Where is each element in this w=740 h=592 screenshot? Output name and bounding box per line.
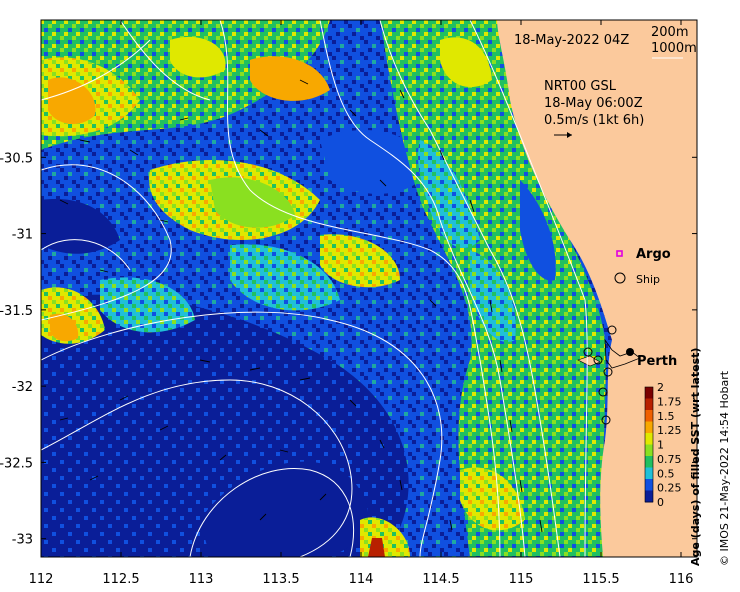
y-tick-label: -30.5 bbox=[0, 151, 33, 166]
contour-lines bbox=[41, 20, 588, 557]
central-yellow-patch bbox=[320, 234, 400, 288]
current-model-label: NRT00 GSL bbox=[544, 79, 617, 94]
depth-label-1000: 1000m bbox=[651, 41, 697, 56]
colorbar-title: Age (days) of filled SST (wrt latest) bbox=[689, 348, 702, 566]
central-cyan-patch bbox=[230, 244, 340, 311]
orange-patch-3 bbox=[50, 313, 79, 342]
y-tick-label: -32.5 bbox=[0, 456, 33, 471]
colorbar-tick-label: 0 bbox=[657, 496, 664, 509]
colorbar-tick-label: 1.5 bbox=[657, 410, 675, 423]
y-tick-label: -31 bbox=[12, 228, 33, 243]
y-tick-label: -31.5 bbox=[0, 304, 33, 319]
colorbar-tick-label: 1.75 bbox=[657, 395, 682, 408]
north-yellow-patch-2 bbox=[440, 37, 492, 88]
colorbar-tick-label: 0.5 bbox=[657, 467, 675, 480]
colorbar-segment bbox=[645, 490, 653, 503]
x-tick-label: 115 bbox=[509, 572, 534, 587]
x-tick-label: 112 bbox=[29, 572, 54, 587]
map-date-title: 18-May-2022 04Z bbox=[514, 33, 629, 48]
y-axis: -30.5 -31 -31.5 -32 -32.5 -33 bbox=[0, 151, 697, 548]
x-tick-label: 113 bbox=[189, 572, 214, 587]
colorbar: 21.75 1.51.25 10.750.5 0.250 bbox=[644, 381, 682, 509]
current-vectors bbox=[59, 79, 543, 533]
ship-track bbox=[583, 325, 617, 425]
colorbar-segment bbox=[645, 456, 653, 468]
x-axis: 112 112.5 113 113.5 114 114.5 115 115.5 116 bbox=[29, 20, 694, 587]
x-tick-label: 116 bbox=[669, 572, 694, 587]
ship-marker-icon bbox=[614, 272, 626, 284]
colorbar-segment bbox=[645, 410, 653, 422]
colorbar-segment bbox=[645, 398, 653, 411]
colorbar-segment bbox=[645, 479, 653, 491]
y-tick-label: -33 bbox=[12, 533, 33, 548]
argo-marker-icon bbox=[616, 250, 623, 257]
colorbar-tick-label: 0.75 bbox=[657, 453, 682, 466]
x-tick-label: 112.5 bbox=[102, 572, 139, 587]
nearshore-cyan-1 bbox=[418, 140, 480, 249]
ship-legend-label: Ship bbox=[636, 273, 660, 286]
west-deep-patch bbox=[41, 199, 120, 254]
imos-credit: © IMOS 21-May-2022 14:54 Hobart bbox=[718, 370, 731, 566]
mid-lime-patch bbox=[210, 177, 295, 228]
colorbar-frame bbox=[644, 386, 654, 503]
colorbar-tick-label: 1 bbox=[657, 439, 664, 452]
mid-blue-patch bbox=[320, 130, 430, 194]
colorbar-segment bbox=[645, 444, 653, 457]
argo-legend-label: Argo bbox=[636, 247, 671, 262]
colorbar-segment bbox=[645, 433, 653, 445]
perth-label: Perth bbox=[637, 354, 677, 369]
rottnest-island bbox=[577, 355, 601, 367]
x-tick-label: 113.5 bbox=[262, 572, 299, 587]
orange-patch-2 bbox=[250, 56, 330, 101]
eddy-core bbox=[200, 461, 369, 557]
nearshore-blue-patch bbox=[520, 180, 556, 281]
x-tick-label: 114.5 bbox=[422, 572, 459, 587]
colorbar-tick-label: 0.25 bbox=[657, 482, 682, 495]
current-scale-label: 0.5m/s (1kt 6h) bbox=[544, 113, 644, 128]
swan-river-outline bbox=[604, 338, 641, 369]
colorbar-tick-label: 1.25 bbox=[657, 424, 682, 437]
south-yellow-patch bbox=[460, 467, 525, 531]
colorbar-segment bbox=[645, 387, 653, 399]
depth-label-200: 200m bbox=[651, 25, 688, 40]
current-time-label: 18-May 06:00Z bbox=[544, 96, 643, 111]
scale-arrow-icon bbox=[554, 132, 572, 138]
orange-patch-1 bbox=[48, 77, 96, 125]
x-tick-label: 114 bbox=[349, 572, 374, 587]
colorbar-tick-label: 2 bbox=[657, 381, 664, 394]
west-cyan-patch bbox=[100, 277, 195, 333]
x-tick-label: 115.5 bbox=[582, 572, 619, 587]
colorbar-segment bbox=[645, 467, 653, 480]
plot-frame bbox=[40, 19, 698, 558]
colorbar-segment bbox=[645, 421, 653, 434]
yellow-patch-1 bbox=[170, 36, 226, 78]
y-tick-label: -32 bbox=[12, 380, 33, 395]
perth-marker bbox=[626, 348, 634, 356]
red-patch bbox=[368, 538, 385, 557]
